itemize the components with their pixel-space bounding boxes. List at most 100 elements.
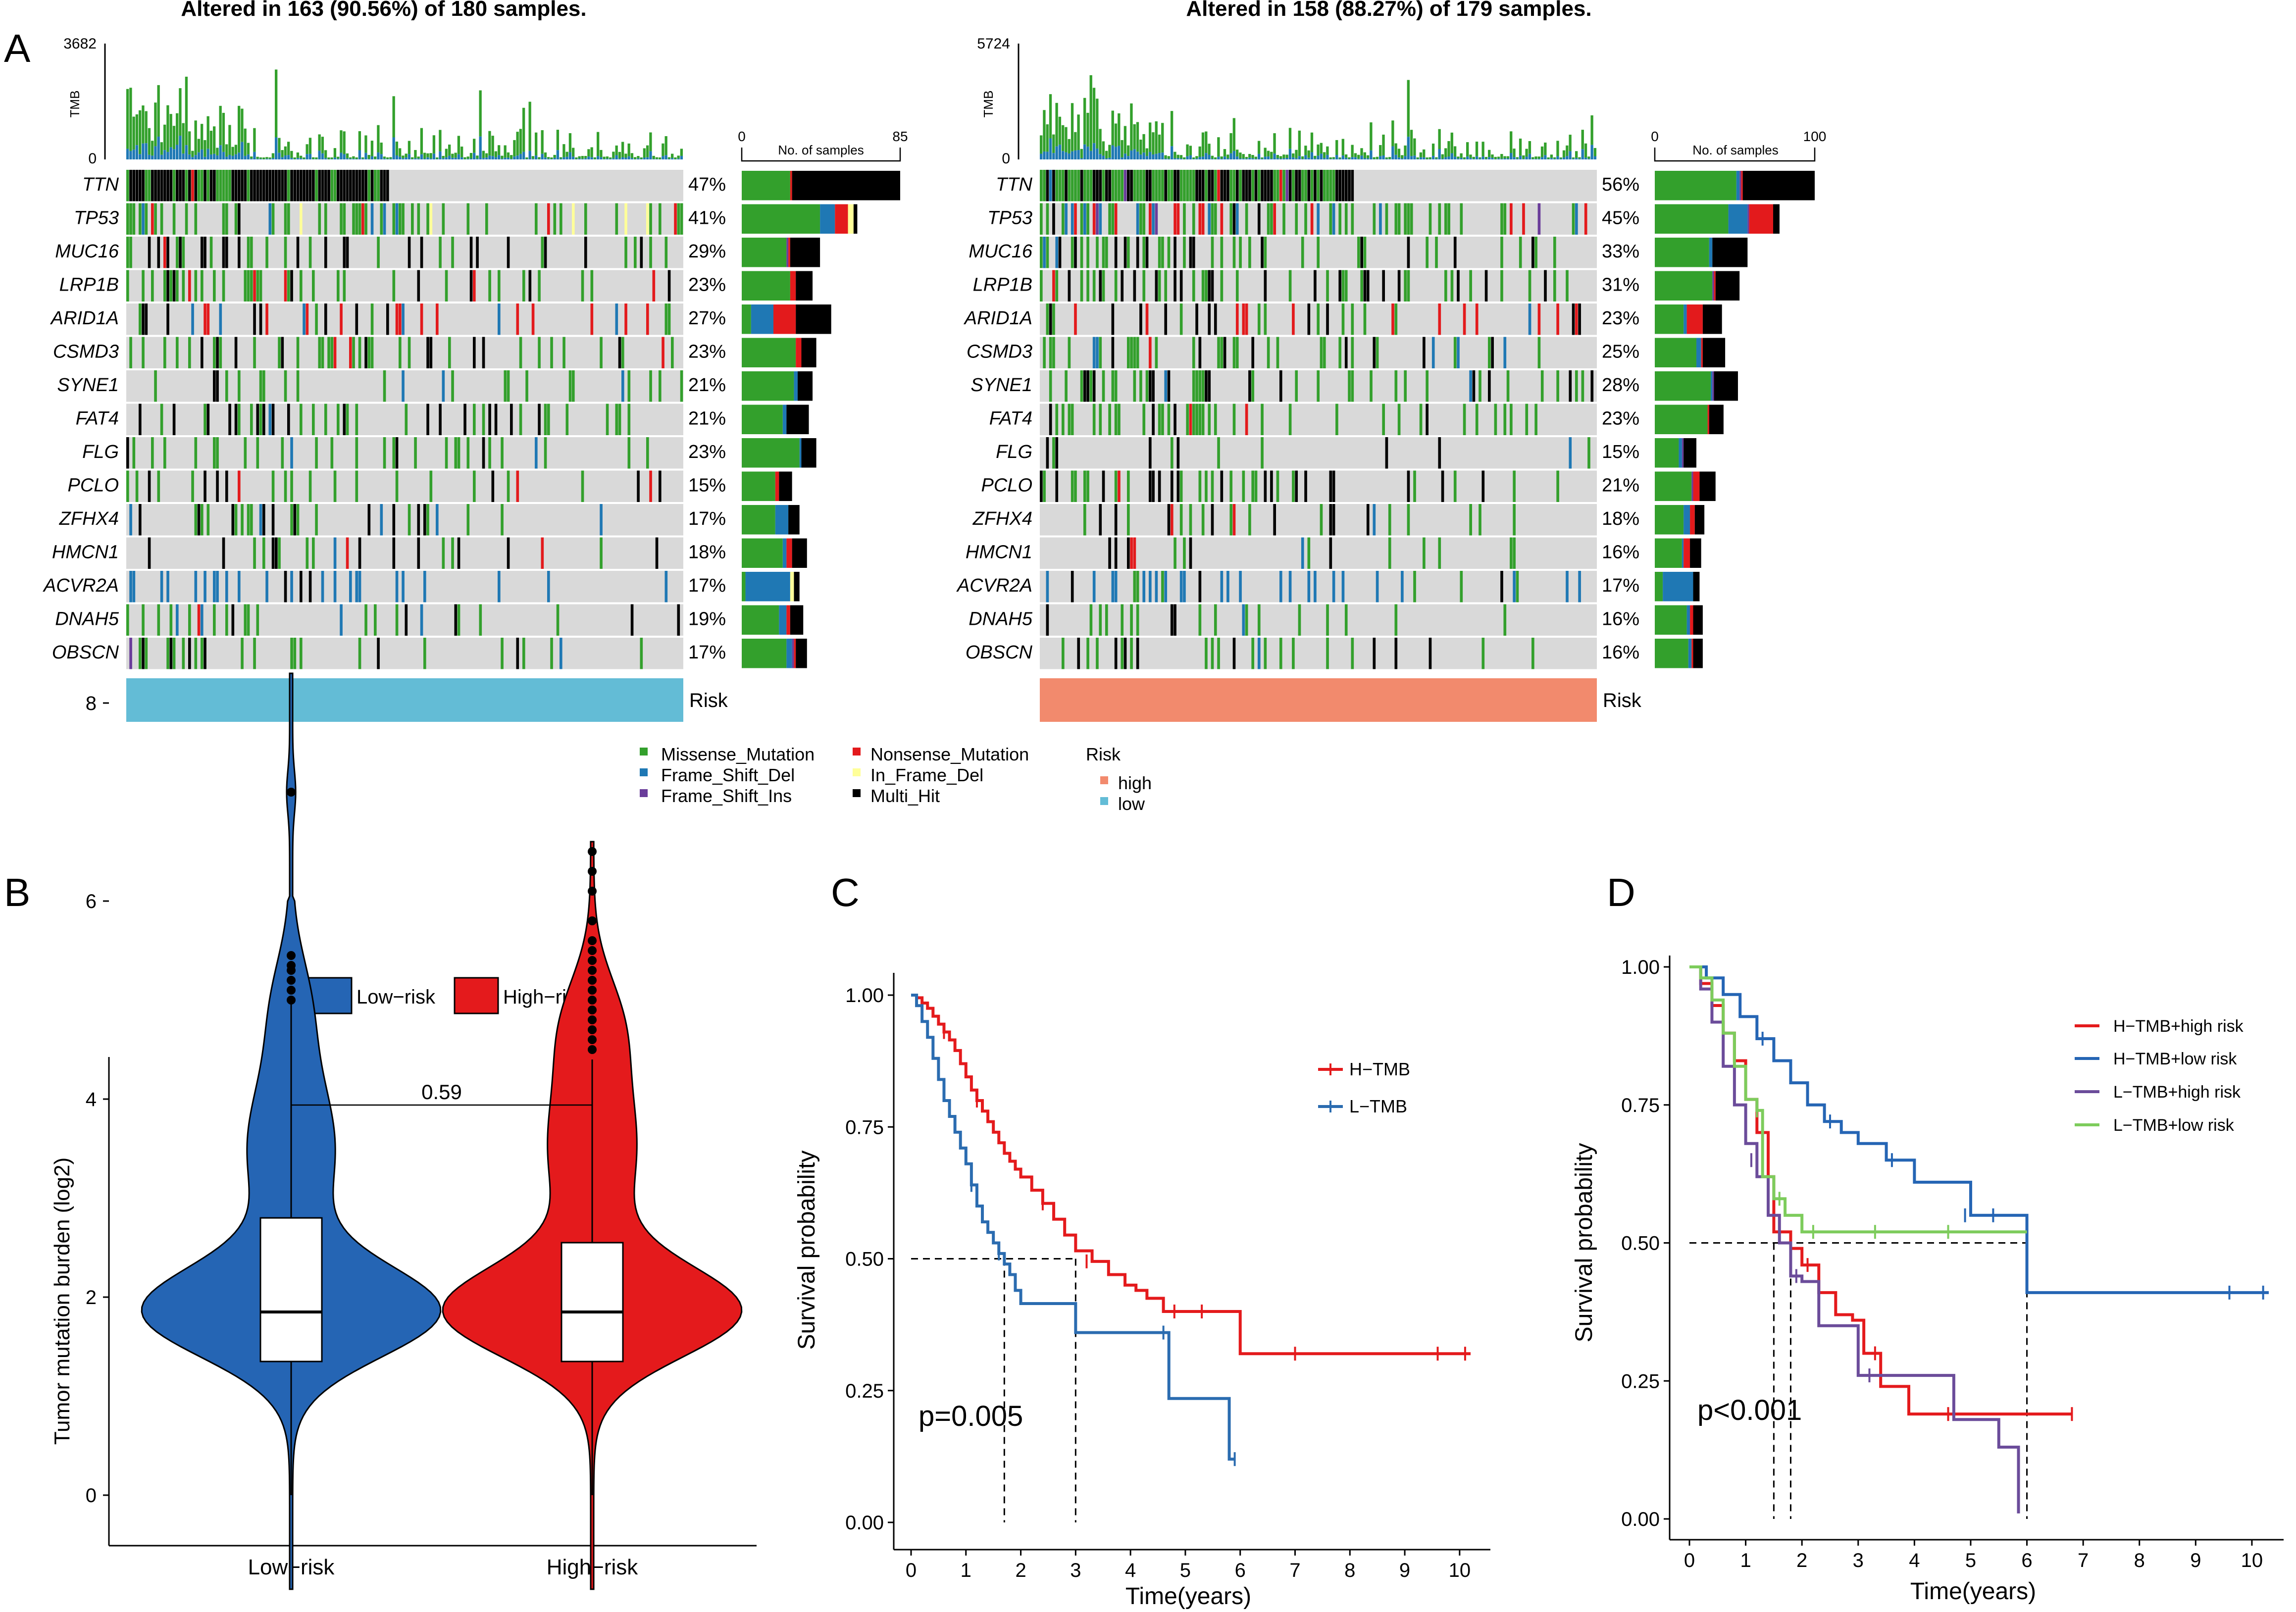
mutation-cell bbox=[259, 170, 262, 202]
mutation-cell bbox=[445, 437, 448, 469]
mutation-cell bbox=[1046, 203, 1049, 235]
tmb-bar-missense bbox=[275, 69, 278, 138]
mutation-cell bbox=[188, 337, 191, 368]
mutation-cell bbox=[160, 403, 163, 435]
tmb-bar-other bbox=[1506, 158, 1510, 159]
gene-bar-segment-multi-hit bbox=[1702, 304, 1722, 334]
mutation-cell bbox=[1198, 370, 1202, 402]
mutation-cell bbox=[197, 504, 201, 536]
tmb-bar-missense bbox=[593, 157, 597, 159]
tmb-bar-other bbox=[597, 156, 600, 159]
mutation-cell bbox=[618, 337, 621, 368]
mutation-cell bbox=[216, 170, 219, 202]
mutation-cell bbox=[1179, 170, 1183, 202]
tmb-bar-other bbox=[1142, 152, 1145, 159]
mutation-cell bbox=[584, 203, 587, 235]
mutation-cell bbox=[225, 370, 228, 402]
tmb-bar-missense bbox=[612, 151, 615, 158]
mutation-cell bbox=[349, 571, 352, 603]
mutation-cell bbox=[142, 270, 145, 302]
tmb-bar-other bbox=[231, 155, 234, 159]
mutation-cell bbox=[1494, 403, 1497, 435]
tmb-bar-missense bbox=[1301, 156, 1304, 159]
outlier-point bbox=[287, 996, 296, 1005]
tmb-bar-other bbox=[405, 157, 408, 159]
mutation-cell bbox=[581, 270, 584, 302]
mutation-cell bbox=[1198, 403, 1202, 435]
gene-bars bbox=[742, 171, 900, 668]
tmb-bar-missense bbox=[1426, 157, 1429, 159]
mutation-cell bbox=[1295, 203, 1298, 235]
tmb-bar-missense bbox=[1152, 132, 1155, 155]
tmb-bar-missense bbox=[1043, 110, 1046, 152]
mutation-cell bbox=[1447, 203, 1450, 235]
tmb-bar-missense bbox=[1559, 157, 1562, 159]
mutation-cell bbox=[290, 437, 293, 469]
mutation-cell bbox=[1164, 170, 1168, 202]
mutation-cell bbox=[303, 170, 306, 202]
tmb-bar-missense bbox=[1217, 137, 1220, 157]
tmb-bar-missense bbox=[491, 136, 494, 156]
mutation-cell bbox=[1553, 270, 1556, 302]
mutation-cell bbox=[1174, 604, 1176, 636]
outlier-point bbox=[588, 867, 597, 876]
tmb-bar-missense bbox=[204, 140, 206, 157]
mutation-cell bbox=[1198, 170, 1202, 202]
mutation-cell bbox=[1052, 437, 1055, 469]
gene-bar-segment-frameshift-del bbox=[1711, 371, 1713, 401]
gene-bar-segment-multi-hit bbox=[1773, 204, 1780, 234]
tmb-bar-other bbox=[241, 142, 244, 159]
tmb-bar-other bbox=[1170, 146, 1174, 159]
gene-bar-segment-missense bbox=[1655, 572, 1663, 602]
mutation-cell bbox=[1348, 370, 1351, 402]
mutation-cell bbox=[1320, 337, 1323, 368]
panel-letter-a: A bbox=[4, 26, 31, 70]
mutation-cell bbox=[417, 537, 420, 569]
mutation-cell bbox=[1298, 604, 1301, 636]
tmb-bar-missense bbox=[386, 157, 389, 159]
y-tick-label: 0.00 bbox=[1621, 1509, 1660, 1530]
mutation-legend: Missense_Mutation Nonsense_Mutation Fram… bbox=[640, 744, 1152, 814]
mutation-cell bbox=[1332, 170, 1335, 202]
mutation-cell bbox=[1102, 170, 1105, 202]
tmb-bar-other bbox=[1155, 153, 1158, 159]
tmb-bar-other bbox=[1519, 155, 1522, 159]
panel-letter-d: D bbox=[1607, 870, 1635, 914]
mutation-cell bbox=[1086, 370, 1089, 402]
tmb-bar-missense bbox=[1547, 157, 1550, 159]
mutation-cell bbox=[1590, 370, 1594, 402]
tmb-bar-missense bbox=[1089, 75, 1092, 151]
mutation-cell bbox=[1205, 470, 1208, 502]
mutation-cell bbox=[1553, 237, 1556, 268]
gene-label-hmcn1: HMCN1 bbox=[966, 542, 1032, 562]
gene-label-muc16: MUC16 bbox=[969, 241, 1033, 262]
mutation-cell bbox=[287, 270, 290, 302]
tmb-bar-other bbox=[1071, 151, 1074, 159]
mutation-cell bbox=[1310, 203, 1314, 235]
mutation-cell bbox=[234, 337, 238, 368]
mutation-cell bbox=[191, 170, 194, 202]
gene-label-flg: FLG bbox=[996, 442, 1032, 462]
mutation-cell bbox=[129, 504, 132, 536]
gene-bar-segment-nonsense bbox=[788, 238, 790, 267]
gene-bar-segment-nonsense bbox=[1701, 338, 1703, 367]
tmb-bar-other bbox=[671, 158, 674, 159]
mutation-cell bbox=[1363, 270, 1367, 302]
tmb-bar-missense bbox=[1245, 156, 1248, 159]
gene-bar-segment-missense bbox=[742, 171, 790, 201]
tmb-bar-missense bbox=[1484, 156, 1488, 159]
tmb-bar-missense bbox=[1285, 154, 1288, 158]
legend-h-tmb: H−TMB bbox=[1349, 1059, 1410, 1079]
gene-bar-segment-frameshift-ins bbox=[786, 238, 789, 267]
mutation-cell bbox=[238, 403, 241, 435]
gene-percent: 23% bbox=[688, 274, 726, 295]
mutation-cell bbox=[1251, 638, 1255, 669]
mutation-cell bbox=[488, 403, 491, 435]
mutation-cell bbox=[1248, 237, 1251, 268]
mutation-cell bbox=[1083, 504, 1086, 536]
mutation-cell bbox=[1438, 537, 1441, 569]
tmb-bar-missense bbox=[352, 156, 355, 159]
gene-bar-segment-nonsense bbox=[773, 304, 796, 334]
mutation-cell bbox=[1170, 604, 1174, 636]
mutation-cell bbox=[420, 237, 423, 268]
